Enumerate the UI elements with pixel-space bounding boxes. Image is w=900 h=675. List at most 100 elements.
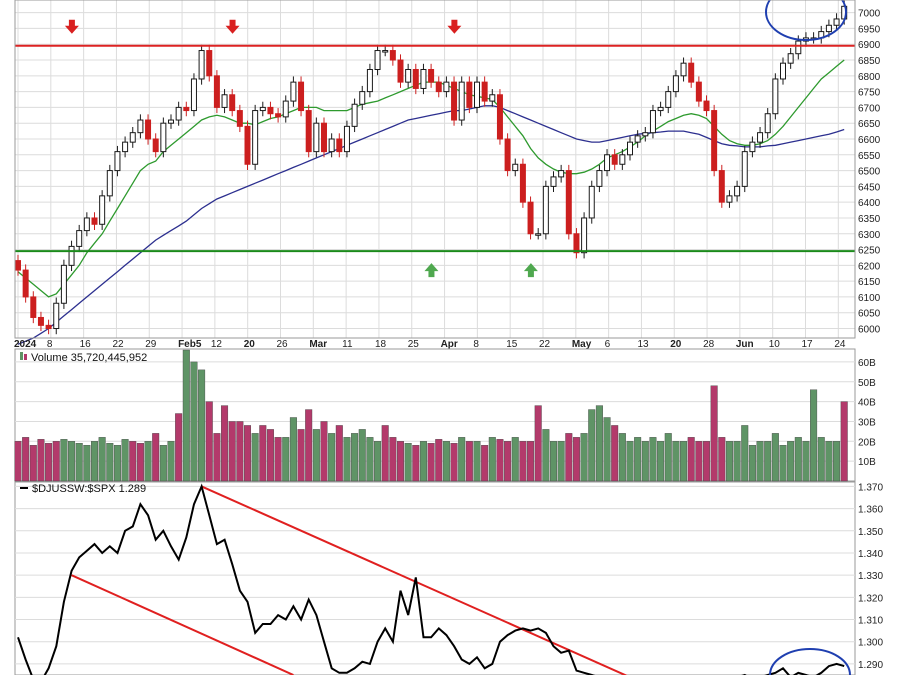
volume-legend-swatch <box>20 352 23 360</box>
volume-bar <box>205 401 213 482</box>
candle-body <box>665 91 672 108</box>
candle-body <box>764 113 771 134</box>
price-x-tick: 13 <box>637 339 649 350</box>
candle-body <box>519 163 526 203</box>
price-x-tick: 20 <box>244 339 256 350</box>
candle-body <box>382 50 389 53</box>
price-x-tick-labels: 2024 8 16 22 29 Feb5 12 20 26 Mar 11 18 25 Apr 8 15 22 Ma… <box>14 339 846 350</box>
volume-bar <box>733 441 741 482</box>
price-y-tick: 6950 <box>858 24 881 35</box>
candle-body <box>252 110 259 165</box>
candle-body <box>619 154 626 165</box>
price-y-tick: 6200 <box>858 261 881 272</box>
volume-bar <box>381 425 389 482</box>
ratio-legend: $DJUSSW:$SPX 1.289 <box>20 483 146 495</box>
price-x-tick: 6 <box>605 339 611 350</box>
candle-body <box>772 78 779 115</box>
volume-bar <box>37 439 45 482</box>
candle-body <box>489 94 496 102</box>
volume-bar <box>634 437 642 482</box>
ratio-line <box>17 483 845 675</box>
signal-arrows <box>64 19 538 278</box>
ratio-y-tick: 1.310 <box>858 616 883 627</box>
volume-bar <box>465 441 473 482</box>
volume-bar <box>450 443 458 482</box>
volume-y-tick: 10B <box>858 457 876 468</box>
volume-bar <box>794 437 802 482</box>
ratio-y-tick: 1.340 <box>858 549 883 560</box>
candle-body <box>359 91 366 105</box>
price-x-tick: Mar <box>309 339 327 350</box>
price-y-tick: 6850 <box>858 56 881 67</box>
volume-bar <box>458 437 466 482</box>
price-y-tick: 6800 <box>858 72 881 83</box>
volume-bar <box>213 433 221 482</box>
candle-body <box>611 154 618 165</box>
volume-bar <box>427 443 435 482</box>
candle-body <box>183 106 190 112</box>
price-x-tick: 12 <box>211 339 223 350</box>
volume-bar <box>771 433 779 482</box>
volume-bar <box>496 439 504 482</box>
candle-body <box>321 122 327 153</box>
volume-bar <box>618 433 626 482</box>
highlight-circle-ratio <box>769 648 851 675</box>
candle-body <box>550 176 557 187</box>
volume-bar <box>756 441 764 482</box>
volume-bar <box>343 437 351 482</box>
candle-body <box>458 81 465 121</box>
volume-bar <box>787 441 795 482</box>
volume-bar <box>810 389 818 482</box>
candle-body <box>236 110 243 127</box>
ratio-y-tick: 1.330 <box>858 571 883 582</box>
volume-bar <box>488 437 496 482</box>
volume-y-tick: 50B <box>858 378 876 389</box>
price-y-tick: 6500 <box>858 167 881 178</box>
candle-body <box>30 296 37 318</box>
volume-bar <box>152 433 160 482</box>
candle-body <box>15 260 21 271</box>
candle-body <box>565 170 572 235</box>
volume-bar <box>718 437 726 482</box>
candle-body <box>175 106 182 121</box>
volume-legend-swatch-down <box>24 354 27 360</box>
volume-bar <box>351 433 359 482</box>
candle-body <box>688 62 695 83</box>
volume-bar <box>481 445 489 482</box>
candle-body <box>374 50 381 70</box>
volume-bar <box>335 425 343 482</box>
volume-bar <box>695 441 703 482</box>
price-x-tick: 20 <box>670 339 682 350</box>
candle-body <box>351 103 358 127</box>
candle-body <box>512 163 519 172</box>
candle-body <box>451 81 458 121</box>
candle-body <box>129 132 136 143</box>
candle-body <box>412 68 419 89</box>
candle-body <box>642 132 649 137</box>
candle-body <box>825 24 832 33</box>
candle-body <box>206 50 213 77</box>
candle-body <box>22 269 29 298</box>
volume-bar <box>649 437 657 482</box>
up-arrow-marker <box>523 263 538 278</box>
volume-bar <box>840 401 848 482</box>
candle-body <box>634 135 641 143</box>
candle-body <box>573 233 580 254</box>
candle-body <box>343 125 350 153</box>
ratio-y-tick: 1.370 <box>858 482 883 493</box>
candle-body <box>389 50 396 61</box>
volume-bar <box>305 409 313 482</box>
price-x-tick: Jun <box>736 339 754 350</box>
candle-body <box>672 75 679 93</box>
price-panel-frame <box>14 0 856 339</box>
candle-body <box>190 78 197 112</box>
volume-bar <box>136 443 144 482</box>
volume-bar <box>572 437 580 482</box>
volume-bar <box>175 413 183 482</box>
candle-body <box>275 113 282 118</box>
candle-body <box>757 132 764 143</box>
volume-y-tick: 30B <box>858 417 876 428</box>
price-x-tick: 28 <box>703 339 715 350</box>
volume-bar <box>266 429 274 482</box>
candle-body <box>53 302 60 330</box>
